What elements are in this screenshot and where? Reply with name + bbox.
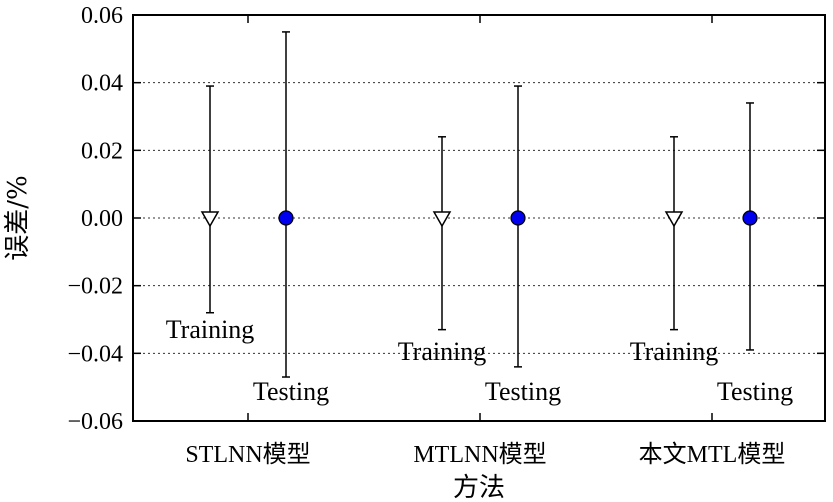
- x-tick-label: STLNN模型: [185, 441, 310, 468]
- y-axis-title: 误差/%: [3, 175, 33, 260]
- grid-lines: [133, 82, 825, 354]
- y-tick-label: −0.02: [67, 274, 123, 300]
- annotations: Training Training Training Testing Testing Te…: [166, 315, 793, 406]
- y-tick-label: −0.06: [67, 409, 123, 435]
- training-point: [432, 211, 452, 228]
- y-tick-label: 0.00: [81, 206, 123, 232]
- y-tick-label: 0.04: [81, 71, 123, 97]
- testing-point: [742, 210, 758, 226]
- testing-point: [510, 210, 526, 226]
- y-tick-label: 0.02: [81, 138, 123, 164]
- training-annotation: Training: [166, 315, 255, 344]
- training-annotation: Training: [398, 337, 487, 366]
- x-tick-label: MTLNN模型: [413, 441, 546, 468]
- data-series: [200, 31, 758, 378]
- x-axis-title: 方法: [453, 473, 505, 502]
- training-annotation: Training: [630, 337, 719, 366]
- training-point: [664, 211, 684, 228]
- y-axis-ticks: 0.06 0.04 0.02 0.00 −0.02 −0.04 −0.06: [67, 3, 825, 435]
- training-point: [200, 211, 220, 228]
- testing-annotation: Testing: [253, 377, 329, 406]
- y-tick-label: 0.06: [81, 3, 123, 29]
- x-axis-ticks: STLNN模型 MTLNN模型 本文MTL模型: [185, 15, 785, 468]
- x-tick-label: 本文MTL模型: [639, 441, 786, 468]
- testing-annotation: Testing: [485, 377, 561, 406]
- y-tick-label: −0.04: [67, 341, 123, 367]
- testing-annotation: Testing: [717, 377, 793, 406]
- testing-point: [278, 210, 294, 226]
